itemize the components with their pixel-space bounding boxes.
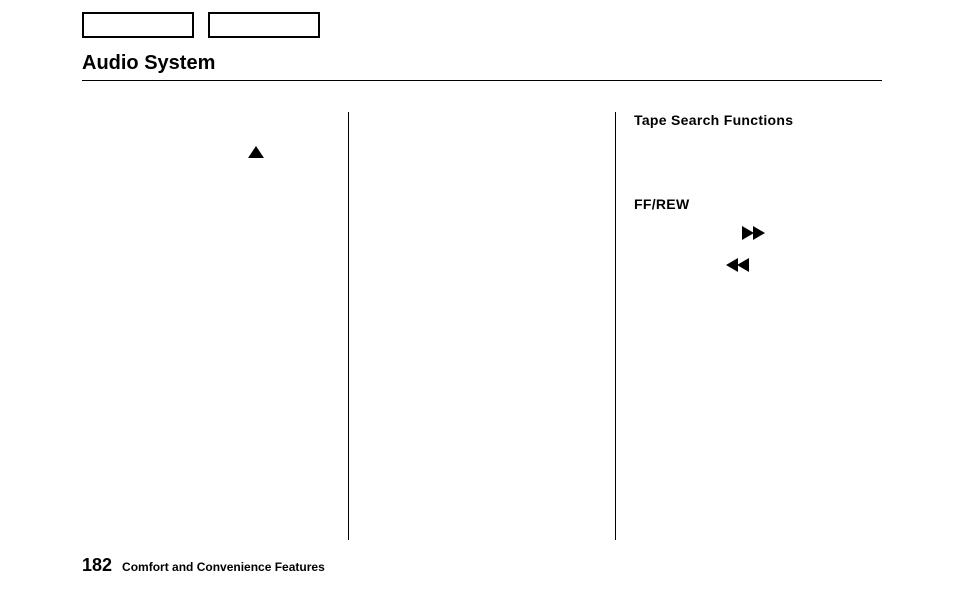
page-title: Audio System: [82, 52, 215, 75]
title-rule: [82, 80, 882, 81]
tape-search-heading: Tape Search Functions: [634, 112, 793, 128]
page-number: 182: [82, 555, 112, 576]
nav-box-1[interactable]: [82, 12, 194, 38]
nav-box-2[interactable]: [208, 12, 320, 38]
rewind-icon: [724, 258, 750, 277]
top-link-boxes: [82, 12, 320, 38]
up-triangle-icon: [248, 146, 264, 158]
ff-rew-heading: FF/REW: [634, 196, 689, 212]
column-right: Tape Search Functions FF/REW: [616, 100, 882, 540]
footer-section-label: Comfort and Convenience Features: [122, 560, 325, 574]
fast-forward-icon: [742, 226, 768, 245]
content-columns: Tape Search Functions FF/REW: [82, 100, 882, 540]
column-left: [82, 100, 348, 540]
page-footer: 182 Comfort and Convenience Features: [82, 555, 325, 576]
column-middle: [349, 100, 615, 540]
